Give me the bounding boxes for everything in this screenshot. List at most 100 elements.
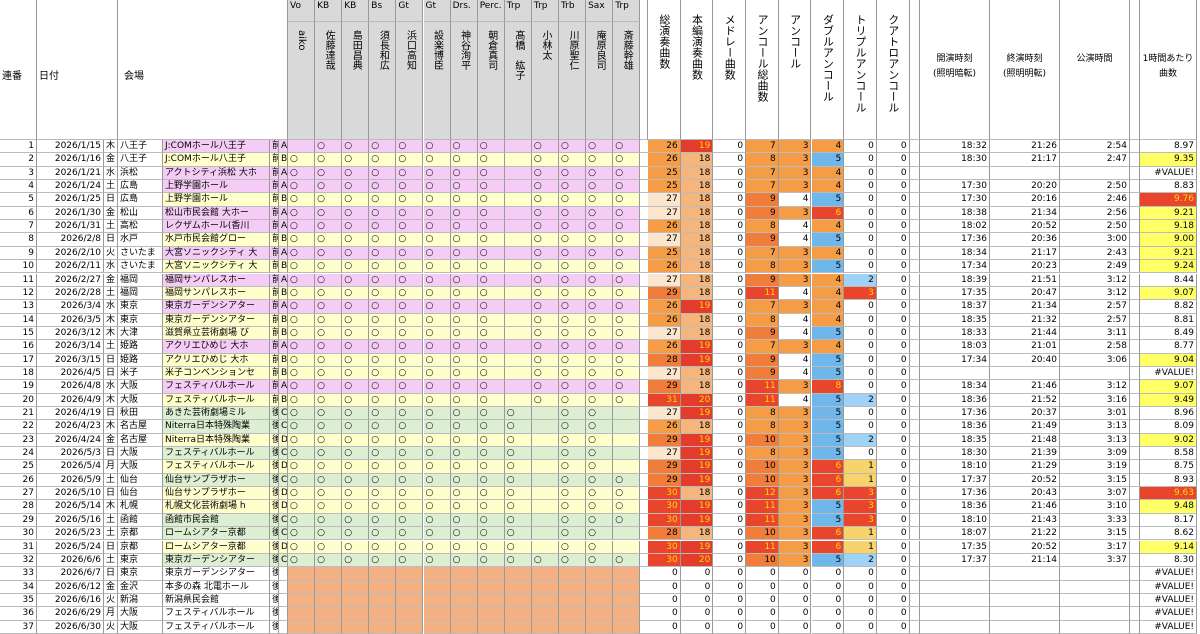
cell: 金 (104, 580, 118, 594)
gap (909, 313, 920, 327)
cell: 29 (0, 513, 37, 528)
metric-value: 9 (746, 233, 779, 247)
member-part: Trb (559, 0, 587, 22)
metric-value: 0 (876, 220, 910, 234)
attendance (504, 380, 532, 394)
cell: フェスティバルホール (163, 393, 270, 407)
gap (640, 407, 648, 421)
metric-value: 3 (844, 286, 877, 301)
cell: 日 (104, 353, 118, 367)
cell: B (279, 393, 288, 407)
attendance: ○ (504, 553, 532, 568)
metric-value: 0 (876, 273, 910, 287)
attendance: ○ (477, 140, 505, 154)
rate-header: 1時間あたり 曲数 (1140, 0, 1197, 140)
time-value: 3:16 (1060, 393, 1130, 407)
gap (640, 500, 648, 514)
metric-value: 0 (876, 540, 910, 554)
cell: 16 (0, 340, 37, 354)
attendance: ○ (477, 313, 505, 327)
gap (909, 580, 920, 594)
cell: 後 (270, 527, 279, 541)
attendance (613, 607, 641, 621)
attendance: ○ (369, 180, 397, 194)
attendance: ○ (342, 300, 370, 314)
attendance: ○ (613, 380, 641, 394)
metric-value: 30 (648, 500, 681, 514)
attendance: ○ (396, 220, 424, 234)
attendance: ○ (586, 140, 614, 154)
time-value (1060, 567, 1130, 581)
metric-value: 0 (844, 567, 877, 581)
time-value: 17:36 (920, 407, 990, 421)
attendance: ○ (477, 393, 505, 407)
gap (640, 327, 648, 341)
attendance: ○ (559, 393, 587, 407)
metric-value: 10 (746, 460, 779, 474)
attendance: ○ (369, 193, 397, 207)
cell: 2026/1/16 (37, 153, 104, 167)
attendance: ○ (369, 380, 397, 394)
attendance: ○ (613, 340, 641, 354)
attendance (369, 607, 397, 621)
metric-value: 0 (876, 513, 910, 528)
attendance: ○ (586, 460, 614, 474)
rate-value: 9.49 (1140, 393, 1197, 407)
attendance: ○ (613, 246, 641, 261)
attendance: ○ (613, 260, 641, 274)
metric-value: 6 (811, 487, 845, 501)
cell: 高松 (118, 220, 163, 234)
attendance: ○ (559, 407, 587, 421)
attendance: ○ (450, 326, 478, 341)
metric-value: 20 (680, 393, 714, 407)
metric-value: 5 (811, 500, 845, 514)
cell: 秋田 (118, 407, 163, 421)
attendance (504, 620, 532, 634)
rate-value: 9.00 (1140, 233, 1197, 247)
metric-value: 4 (811, 140, 845, 154)
metric-value: 0 (844, 233, 877, 247)
time-value: 18:34 (920, 246, 990, 261)
time-value: 20:43 (990, 487, 1060, 501)
cell: 名古屋 (118, 420, 163, 434)
cell: 19 (0, 380, 37, 394)
time-value: 21:44 (990, 326, 1060, 341)
cell: 12 (0, 286, 37, 301)
gap (1130, 220, 1140, 234)
cell: 2026/1/31 (37, 220, 104, 234)
metric-value: 4 (778, 313, 812, 327)
metric-value: 0 (844, 180, 877, 194)
metric-value: 0 (713, 433, 747, 448)
member-name: 小林太 (531, 22, 559, 140)
cell: 後 (270, 433, 279, 448)
metric-value: 0 (876, 527, 910, 541)
attendance: ○ (342, 140, 370, 154)
attendance: ○ (315, 553, 343, 568)
metric-value: 25 (648, 166, 681, 181)
rate-value: #VALUE! (1140, 567, 1197, 581)
attendance (613, 620, 641, 634)
cell: 土 (104, 286, 118, 301)
metric-value: 5 (811, 353, 845, 367)
time-value: 18:10 (920, 460, 990, 474)
attendance: ○ (423, 180, 451, 194)
metric-value: 0 (876, 366, 910, 381)
metric-value: 27 (648, 366, 681, 381)
time-value: 3:01 (1060, 407, 1130, 421)
metric-value: 0 (844, 366, 877, 381)
cell: アクトシティ浜松 大ホ (163, 166, 270, 181)
metric-value: 0 (713, 313, 747, 327)
metric-value: 0 (713, 366, 747, 381)
cell: B (279, 313, 288, 327)
attendance: ○ (450, 366, 478, 381)
attendance: ○ (288, 553, 316, 568)
time-value (920, 166, 990, 181)
cell: 金 (104, 153, 118, 167)
metric-value: 0 (876, 193, 910, 207)
metric-value: 26 (648, 313, 681, 327)
metric-value: 8 (811, 380, 845, 394)
attendance: ○ (369, 407, 397, 421)
attendance: ○ (504, 420, 532, 434)
attendance: ○ (477, 540, 505, 554)
metric-value: 0 (713, 300, 747, 314)
